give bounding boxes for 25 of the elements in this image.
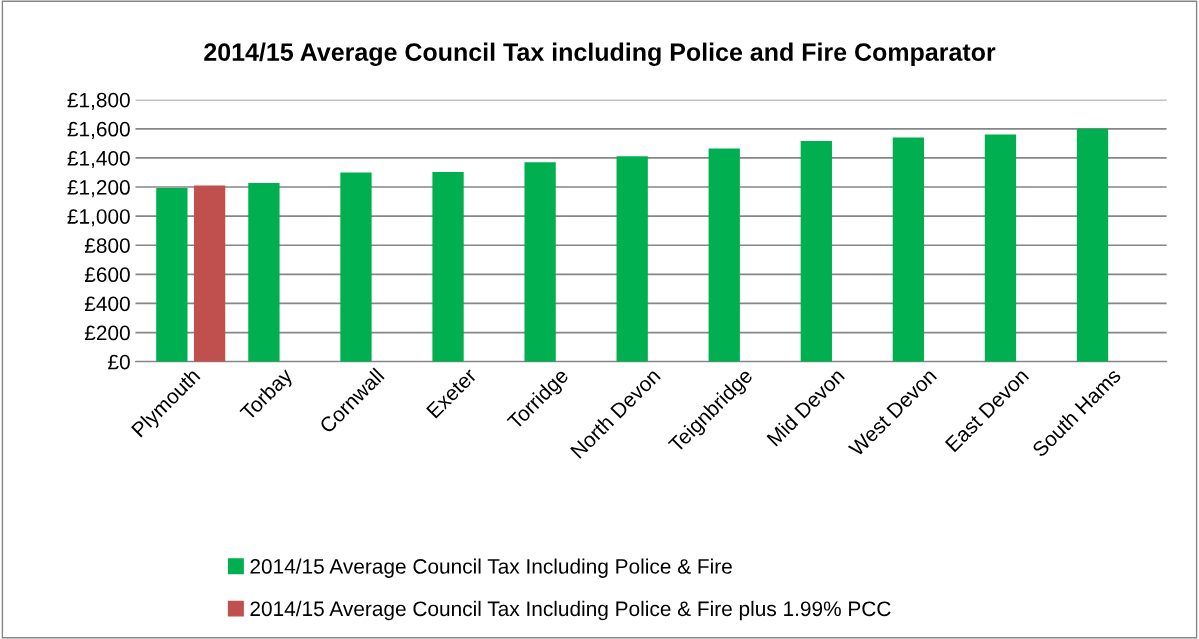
bar — [340, 172, 372, 362]
bar — [616, 156, 648, 362]
bar — [156, 188, 188, 362]
y-tick-label: £1,000 — [67, 209, 130, 227]
chart-title: 2014/15 Average Council Tax including Police and Fire Comparator — [204, 42, 996, 67]
bar — [708, 148, 740, 362]
y-tick-label: £400 — [84, 296, 130, 312]
legend-label: 2014/15 Average Council Tax Including Police & Fire — [250, 558, 732, 578]
bar — [800, 141, 832, 362]
bar — [984, 134, 1017, 362]
bar — [524, 162, 556, 362]
y-tick-label: £800 — [84, 238, 130, 253]
y-tick-label: £1,400 — [67, 150, 130, 169]
bar — [1076, 128, 1109, 362]
bar — [432, 171, 464, 362]
y-tick-label: £600 — [84, 267, 130, 283]
y-tick-label: £1,200 — [67, 180, 130, 198]
y-tick-label: £1,600 — [67, 121, 130, 140]
bar — [248, 183, 280, 362]
legend-label: 2014/15 Average Council Tax Including Police & Fire plus 1.99% PCC — [250, 600, 891, 621]
y-tick-label: £1,800 — [67, 92, 130, 110]
y-tick-label: £200 — [84, 325, 130, 341]
y-tick-label: £0 — [108, 354, 130, 370]
bar — [892, 137, 925, 362]
bar — [193, 185, 226, 362]
